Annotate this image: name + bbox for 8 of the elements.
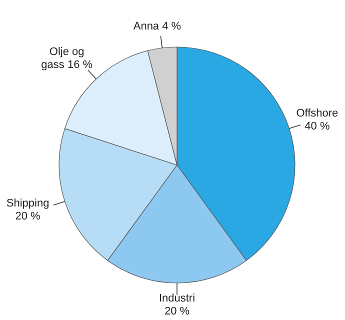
slice-label: Olje og gass 16 % <box>41 46 93 71</box>
slice-label: Offshore <box>296 107 338 120</box>
slice-label: Shipping <box>6 198 50 210</box>
slice-label: Anna 4 % <box>133 20 182 33</box>
slice-label: Industri <box>158 292 196 304</box>
data-label: 20 % <box>164 305 190 318</box>
data-label: 40 % <box>304 120 330 132</box>
data-label: 20 % <box>15 210 41 223</box>
